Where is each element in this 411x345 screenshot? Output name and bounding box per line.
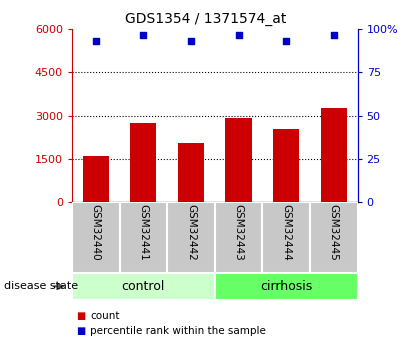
Text: cirrhosis: cirrhosis — [260, 280, 312, 293]
Bar — [130, 123, 157, 202]
Point — [92, 39, 99, 44]
Text: control: control — [122, 280, 165, 293]
Text: GSM32440: GSM32440 — [91, 204, 101, 260]
Bar — [120, 202, 167, 273]
Text: ■: ■ — [76, 326, 85, 336]
Text: count: count — [90, 311, 120, 321]
Point — [330, 32, 337, 37]
Bar — [83, 156, 109, 202]
Point — [140, 32, 147, 37]
Bar — [72, 273, 215, 300]
Text: GSM32442: GSM32442 — [186, 204, 196, 261]
Text: GSM32444: GSM32444 — [281, 204, 291, 261]
Point — [188, 39, 194, 44]
Point — [283, 39, 289, 44]
Bar — [226, 118, 252, 202]
Text: GSM32445: GSM32445 — [329, 204, 339, 261]
Bar — [321, 108, 347, 202]
Bar — [167, 202, 215, 273]
Bar — [178, 143, 204, 202]
Bar — [72, 202, 120, 273]
Text: GSM32441: GSM32441 — [139, 204, 148, 261]
Text: percentile rank within the sample: percentile rank within the sample — [90, 326, 266, 336]
Text: ■: ■ — [76, 311, 85, 321]
Bar — [310, 202, 358, 273]
Text: GDS1354 / 1371574_at: GDS1354 / 1371574_at — [125, 12, 286, 26]
Bar — [215, 273, 358, 300]
Bar — [262, 202, 310, 273]
Text: disease state: disease state — [4, 282, 78, 291]
Text: GSM32443: GSM32443 — [233, 204, 244, 261]
Bar — [215, 202, 262, 273]
Point — [235, 32, 242, 37]
Bar — [273, 128, 299, 202]
